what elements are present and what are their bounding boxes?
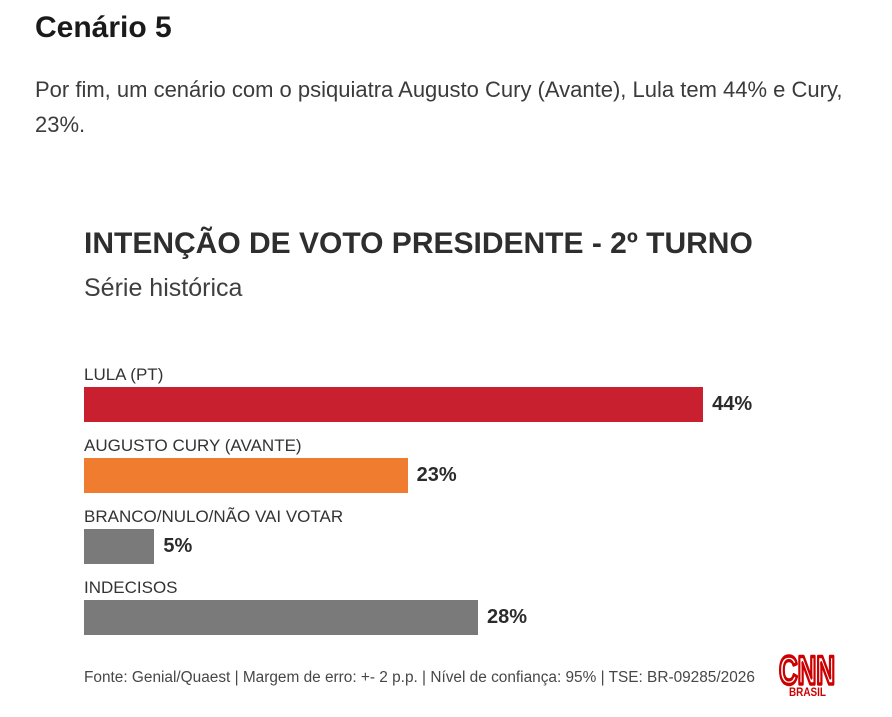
bar-label-indecisos: INDECISOS <box>84 578 178 597</box>
bar-value-branco-nulo: 5% <box>163 535 193 557</box>
bar-branco-nulo <box>84 529 155 564</box>
chart-source-note: Fonte: Genial/Quaest | Margem de erro: +… <box>84 669 755 686</box>
bar-track-lula-pt: 44% <box>84 387 844 422</box>
logo-country: BRASIL <box>789 685 826 698</box>
bar-track-branco-nulo: 5% <box>84 529 844 564</box>
bar-indecisos <box>84 600 478 635</box>
section-description: Por fim, um cenário com o psiquiatra Aug… <box>35 77 843 137</box>
bar-label-lula-pt: LULA (PT) <box>84 365 164 384</box>
bar-label-branco-nulo: BRANCO/NULO/NÃO VAI VOTAR <box>84 507 344 526</box>
bar-augusto-cury <box>84 458 408 493</box>
bar-value-augusto-cury: 23% <box>416 464 457 486</box>
section-heading: Cenário 5 <box>35 11 172 44</box>
bar-row-branco-nulo: BRANCO/NULO/NÃO VAI VOTAR 5% <box>84 507 844 578</box>
bar-row-indecisos: INDECISOS 28% <box>84 578 844 649</box>
bar-track-augusto-cury: 23% <box>84 458 844 493</box>
chart-title: INTENÇÃO DE VOTO PRESIDENTE - 2º TURNO <box>84 227 753 260</box>
bar-value-indecisos: 28% <box>486 606 527 628</box>
bar-lula-pt <box>84 387 704 422</box>
bar-value-lula-pt: 44% <box>712 393 753 415</box>
bar-row-augusto-cury: AUGUSTO CURY (AVANTE) 23% <box>84 436 844 507</box>
logo-wordmark: CNN <box>779 652 835 693</box>
bar-list: LULA (PT) 44% AUGUSTO CURY (AVANTE) 23% … <box>84 365 844 649</box>
bar-label-augusto-cury: AUGUSTO CURY (AVANTE) <box>84 436 302 455</box>
bar-track-indecisos: 28% <box>84 600 844 635</box>
cnn-brasil-logo: CNN BRASIL <box>777 652 836 698</box>
chart-subtitle: Série histórica <box>84 274 243 302</box>
bar-row-lula-pt: LULA (PT) 44% <box>84 365 844 436</box>
